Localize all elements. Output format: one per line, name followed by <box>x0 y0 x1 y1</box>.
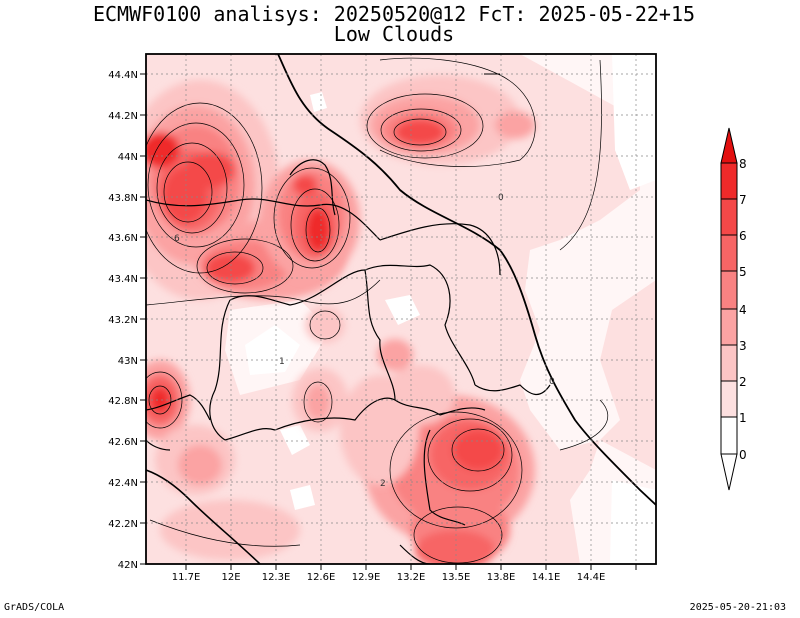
region-borders <box>146 159 551 564</box>
lat-label: 44.4N <box>108 70 138 81</box>
lon-label: 13.5E <box>442 572 471 583</box>
lon-labels: 11.7E 12E 12.3E 12.6E 12.9E 13.2E 13.5E … <box>172 572 606 583</box>
contour-label: 1 <box>279 357 285 367</box>
map-title: ECMWF0100 analisys: 20250520@12 FcT: 202… <box>92 2 696 26</box>
footer-right: 2025-05-20-21:03 <box>689 602 786 613</box>
colorbar-swatch <box>720 380 738 418</box>
lon-label: 13.8E <box>487 572 516 583</box>
lat-label: 42.2N <box>108 519 138 530</box>
contour-label: 2 <box>380 479 386 489</box>
contour-label: 6 <box>174 234 180 244</box>
colorbar-swatch <box>720 162 738 200</box>
map-subtitle: Low Clouds <box>333 22 455 46</box>
colorbar-label: 4 <box>739 303 747 317</box>
contour-label: 0 <box>549 377 555 387</box>
colorbar-label: 7 <box>739 193 747 207</box>
colorbar-label: 3 <box>739 339 747 353</box>
axis-ticks <box>140 73 637 570</box>
lon-label: 12E <box>221 572 240 583</box>
lon-label: 13.2E <box>397 572 426 583</box>
map-frame <box>145 53 657 565</box>
lat-label: 43.4N <box>108 274 138 285</box>
lat-label: 43N <box>118 356 138 367</box>
lon-label: 12.3E <box>262 572 291 583</box>
lat-label: 42.6N <box>108 437 138 448</box>
colorbar-swatch <box>720 308 738 346</box>
lat-lon-grid <box>146 54 656 564</box>
lon-label: 14.1E <box>532 572 561 583</box>
lat-labels: 44.4N 44.2N 44N 43.8N 43.6N 43.4N 43.2N … <box>108 70 138 571</box>
cloud-field-adriatic <box>360 75 535 165</box>
lat-label: 42.4N <box>108 478 138 489</box>
colorbar-label: 0 <box>739 448 747 462</box>
lon-label: 14.4E <box>577 572 606 583</box>
colorbar-label: 6 <box>739 229 747 243</box>
lat-label: 42.8N <box>108 396 138 407</box>
cloud-field-romagna <box>260 160 360 280</box>
footer-left: GrADS/COLA <box>4 602 65 613</box>
lon-label: 12.9E <box>352 572 381 583</box>
colorbar-bottom-arrow <box>720 453 738 491</box>
colorbar-label: 2 <box>739 375 747 389</box>
colorbar-swatch <box>720 344 738 382</box>
colorbar-label: 5 <box>739 265 747 279</box>
clear-sky-areas <box>225 54 656 564</box>
contour-lines <box>146 57 609 564</box>
lat-label: 44N <box>118 152 138 163</box>
lon-label: 12.6E <box>307 572 336 583</box>
colorbar-top-arrow <box>720 127 738 164</box>
lat-label: 43.6N <box>108 233 138 244</box>
lat-label: 44.2N <box>108 111 138 122</box>
colorbar-label: 1 <box>739 411 747 425</box>
lat-label: 43.8N <box>108 193 138 204</box>
lon-label: 11.7E <box>172 572 201 583</box>
colorbar <box>720 127 738 491</box>
coastline <box>277 54 656 506</box>
colorbar-swatch <box>720 234 738 272</box>
colorbar-labels: 8 7 6 5 4 3 2 1 0 <box>739 157 747 462</box>
lat-label: 43.2N <box>108 315 138 326</box>
west-coastline <box>146 469 261 564</box>
colorbar-swatch <box>720 198 738 236</box>
colorbar-swatch <box>720 270 738 310</box>
colorbar-label: 8 <box>739 157 747 171</box>
contour-label: 0 <box>498 193 504 203</box>
colorbar-swatch <box>720 416 738 455</box>
lat-label: 42N <box>118 560 138 571</box>
